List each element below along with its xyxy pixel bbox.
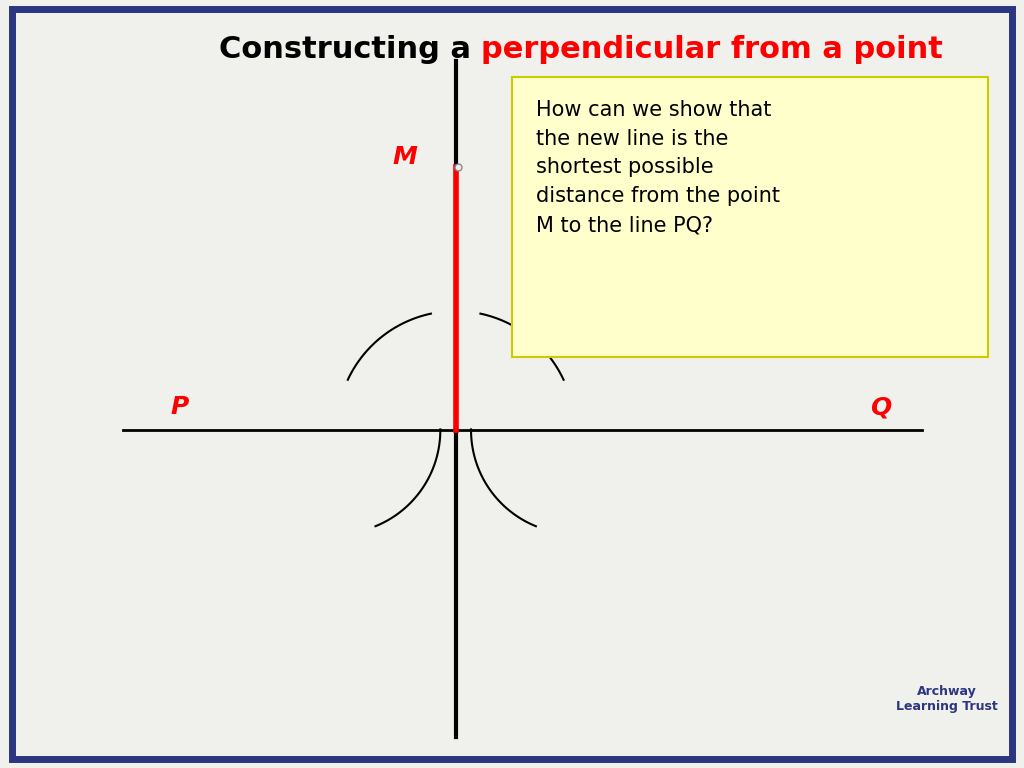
Text: Q: Q: [870, 395, 891, 419]
Text: M: M: [393, 145, 418, 170]
Text: How can we show that
the new line is the
shortest possible
distance from the poi: How can we show that the new line is the…: [536, 100, 779, 235]
Text: P: P: [170, 395, 188, 419]
Text: Archway
Learning Trust: Archway Learning Trust: [896, 685, 998, 713]
Text: perpendicular from a point: perpendicular from a point: [481, 35, 943, 65]
FancyBboxPatch shape: [512, 77, 988, 357]
Text: Constructing a: Constructing a: [219, 35, 481, 65]
